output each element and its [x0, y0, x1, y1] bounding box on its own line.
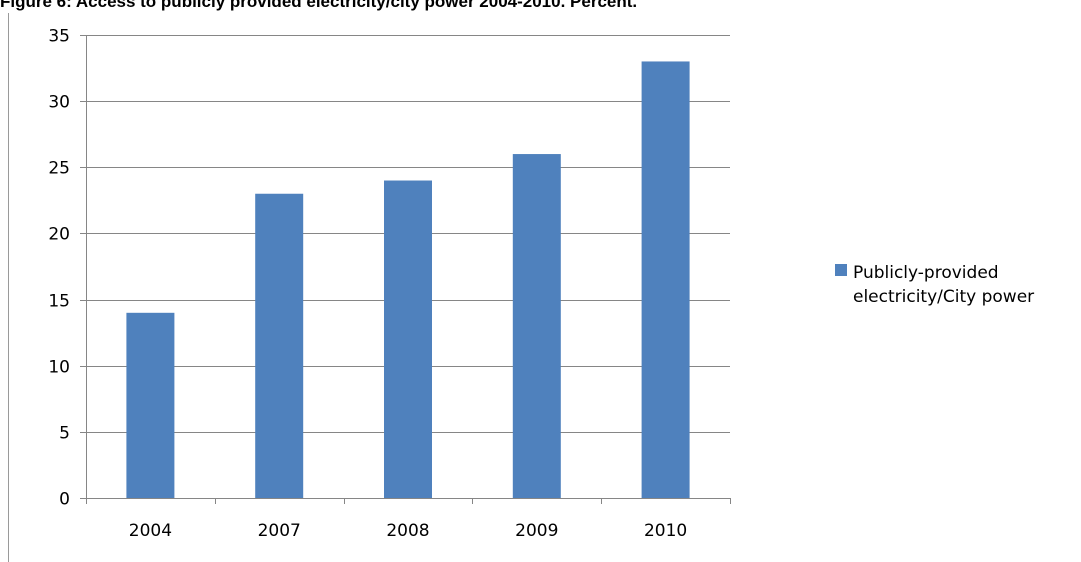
x-tick-label-2008: 2008	[386, 521, 429, 541]
bar-2008	[384, 180, 432, 498]
bar-2010	[641, 61, 690, 498]
bar-2009	[512, 154, 561, 499]
x-tick-label-2010: 2010	[644, 521, 687, 541]
y-tick-label-0: 0	[59, 490, 70, 510]
x-tick-label-2004: 2004	[129, 521, 172, 541]
chart-frame-edge	[8, 13, 9, 562]
bar-2004	[126, 312, 175, 498]
x-tick-label-2009: 2009	[515, 521, 558, 541]
x-axis-tick-labels: 2004 2007 2008 2009 2010	[129, 521, 687, 541]
bars	[126, 61, 690, 499]
chart-title: Figure 6: Access to publicly provided el…	[0, 0, 638, 11]
legend-label: Publicly-provided electricity/City power	[853, 263, 1034, 307]
y-tick-label-30: 30	[48, 93, 70, 113]
legend: Publicly-provided electricity/City power	[835, 263, 1034, 307]
y-tick-label-35: 35	[48, 27, 70, 47]
legend-swatch	[835, 264, 847, 276]
y-tick-label-15: 15	[48, 292, 70, 312]
y-tick-label-5: 5	[59, 424, 70, 444]
y-tick-label-20: 20	[48, 225, 70, 245]
y-tick-label-10: 10	[48, 358, 70, 378]
y-axis-tick-labels: 0 5 10 15 20 25 30 35	[48, 27, 70, 510]
x-tick-label-2007: 2007	[258, 521, 301, 541]
bar-2007	[255, 193, 304, 498]
axes	[80, 35, 731, 504]
y-tick-label-25: 25	[48, 159, 70, 179]
